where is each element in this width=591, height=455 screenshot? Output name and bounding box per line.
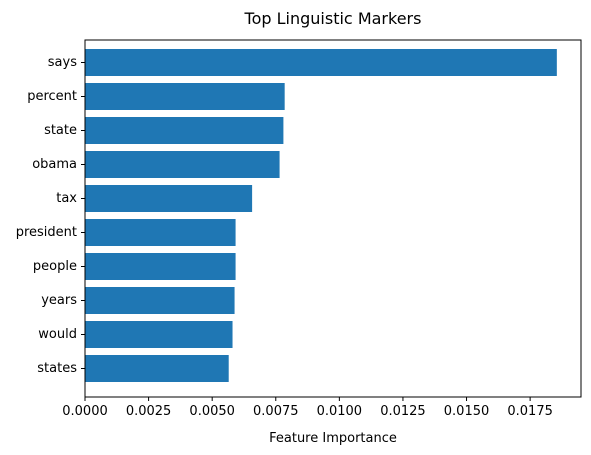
bar-tax (85, 185, 253, 212)
y-tick-label-states: states (37, 361, 77, 376)
bars (85, 49, 557, 382)
bar-percent (85, 83, 285, 110)
x-tick-label: 0.0025 (126, 404, 172, 419)
bar-president (85, 219, 236, 246)
bar-says (85, 49, 557, 76)
y-tick-label-president: president (16, 225, 77, 240)
x-tick-label: 0.0000 (62, 404, 108, 419)
x-tick-label: 0.0050 (189, 404, 235, 419)
bar-states (85, 355, 229, 382)
y-tick-label-years: years (41, 293, 77, 308)
x-axis-ticks: 0.0000 0.0025 0.0050 0.0075 0.0100 0.0125 0.01… (62, 397, 553, 419)
plot-frame (84, 39, 582, 398)
bar-people (85, 253, 236, 280)
y-tick-label-people: people (33, 259, 77, 274)
y-tick-label-state: state (44, 123, 77, 138)
x-axis-label: Feature Importance (269, 431, 397, 446)
chart-title: Top Linguistic Markers (244, 9, 422, 28)
x-tick-label: 0.0125 (380, 404, 426, 419)
bar-would (85, 321, 233, 348)
y-axis-ticks: says percent state obama tax president people y… (16, 55, 85, 376)
x-tick-label: 0.0075 (253, 404, 299, 419)
bar-years (85, 287, 235, 314)
y-tick-label-would: would (38, 327, 77, 342)
x-tick-label: 0.0150 (444, 404, 490, 419)
x-tick-label: 0.0100 (317, 404, 363, 419)
y-tick-label-percent: percent (27, 89, 77, 104)
x-tick-label: 0.0175 (507, 404, 553, 419)
y-tick-label-tax: tax (56, 191, 77, 206)
y-tick-label-obama: obama (32, 157, 77, 172)
y-tick-label-says: says (48, 55, 77, 70)
bar-state (85, 117, 284, 144)
bar-obama (85, 151, 280, 178)
